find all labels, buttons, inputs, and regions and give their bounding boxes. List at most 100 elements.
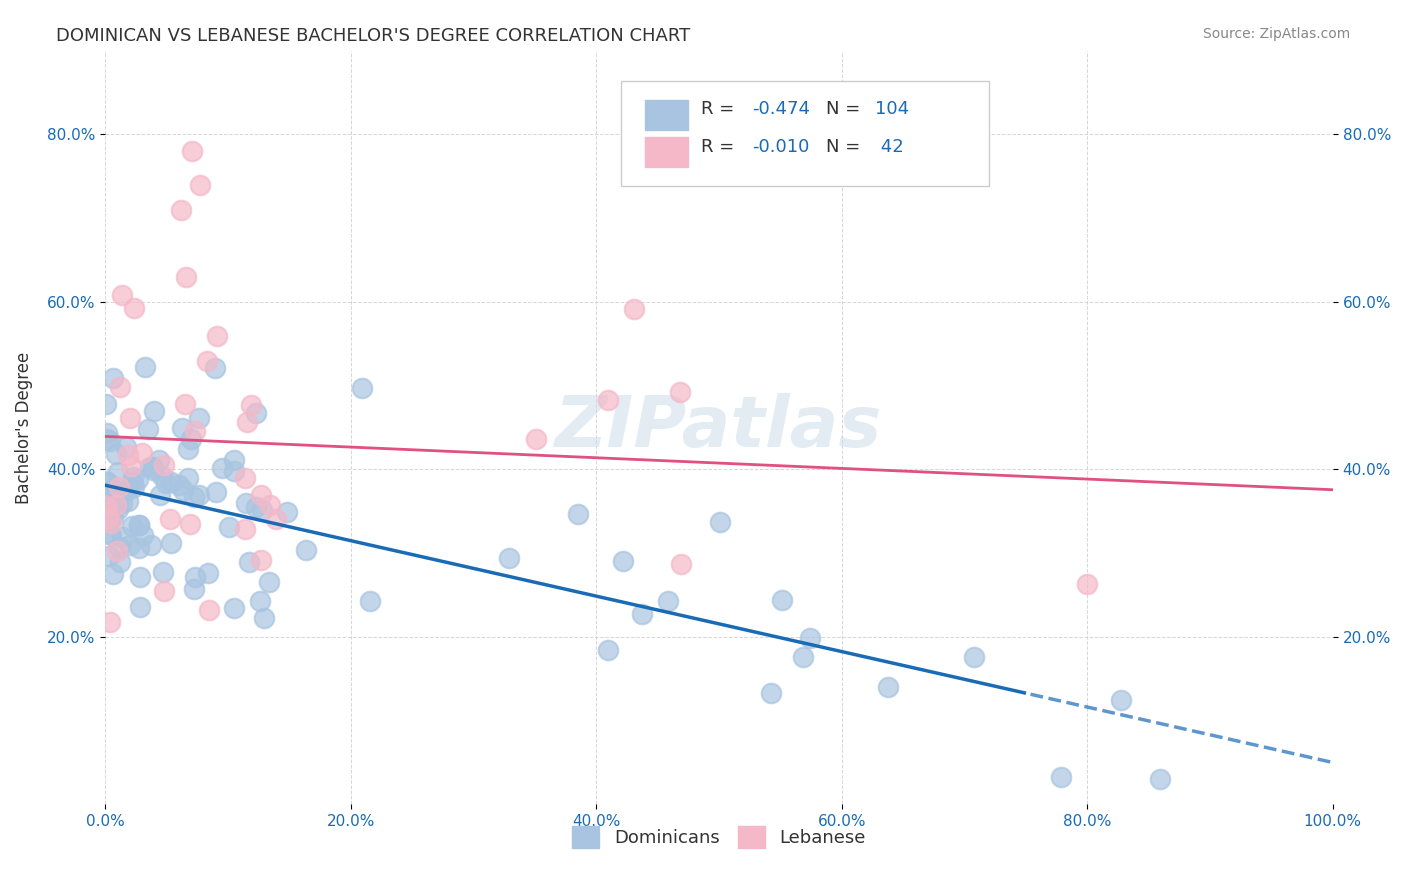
- Point: [122, 480, 145, 494]
- Point: [799, 631, 821, 645]
- Point: [136, 422, 159, 436]
- Point: [233, 522, 256, 536]
- Point: [111, 496, 134, 510]
- Point: [105, 447, 128, 461]
- Point: [1050, 770, 1073, 784]
- Point: [257, 575, 280, 590]
- Point: [498, 551, 520, 566]
- Point: [524, 432, 547, 446]
- Point: [120, 458, 142, 473]
- Point: [177, 442, 200, 457]
- Point: [1076, 577, 1098, 591]
- Text: R =: R =: [700, 138, 740, 156]
- Point: [96, 483, 118, 498]
- Point: [877, 681, 900, 695]
- Point: [174, 397, 197, 411]
- Point: [184, 570, 207, 584]
- Point: [100, 510, 122, 524]
- Point: [107, 465, 129, 479]
- Point: [295, 542, 318, 557]
- Point: [177, 471, 200, 485]
- Point: [100, 516, 122, 531]
- Point: [124, 301, 146, 315]
- Point: [120, 411, 142, 425]
- Point: [170, 202, 193, 217]
- Point: [245, 500, 267, 515]
- Point: [117, 448, 139, 462]
- Point: [204, 360, 226, 375]
- Text: -0.010: -0.010: [752, 138, 810, 156]
- Point: [96, 432, 118, 446]
- Point: [612, 554, 634, 568]
- Text: N =: N =: [825, 101, 866, 119]
- Point: [115, 483, 138, 498]
- Point: [142, 404, 165, 418]
- Point: [207, 329, 229, 343]
- Point: [108, 555, 131, 569]
- Point: [238, 556, 260, 570]
- Point: [180, 144, 202, 158]
- Point: [101, 566, 124, 581]
- Point: [107, 502, 129, 516]
- Point: [179, 517, 201, 532]
- Point: [222, 600, 245, 615]
- Point: [198, 603, 221, 617]
- Point: [631, 607, 654, 621]
- Point: [250, 487, 273, 501]
- Point: [276, 505, 298, 519]
- Point: [98, 434, 121, 448]
- FancyBboxPatch shape: [645, 137, 689, 168]
- Point: [152, 566, 174, 580]
- Point: [245, 406, 267, 420]
- Point: [250, 503, 273, 517]
- Point: [170, 421, 193, 435]
- Point: [149, 488, 172, 502]
- Point: [197, 566, 219, 580]
- Point: [160, 475, 183, 489]
- Text: R =: R =: [700, 101, 740, 119]
- Point: [259, 498, 281, 512]
- Point: [218, 520, 240, 534]
- Point: [188, 178, 211, 192]
- Point: [235, 495, 257, 509]
- Y-axis label: Bachelor's Degree: Bachelor's Degree: [15, 351, 32, 504]
- Point: [121, 470, 143, 484]
- Point: [148, 453, 170, 467]
- Point: [183, 582, 205, 597]
- Point: [96, 474, 118, 488]
- Point: [97, 549, 120, 563]
- Point: [671, 558, 693, 572]
- Point: [195, 353, 218, 368]
- Point: [152, 458, 174, 472]
- Point: [770, 592, 793, 607]
- Point: [188, 410, 211, 425]
- Point: [184, 425, 207, 439]
- Point: [253, 611, 276, 625]
- Point: [598, 643, 620, 657]
- Point: [96, 397, 118, 411]
- Point: [117, 494, 139, 508]
- Point: [240, 398, 263, 412]
- Point: [103, 500, 125, 515]
- Text: N =: N =: [825, 138, 866, 156]
- Point: [1149, 772, 1171, 787]
- Point: [97, 525, 120, 540]
- Point: [160, 536, 183, 550]
- Point: [266, 511, 288, 525]
- Point: [235, 471, 257, 485]
- Text: 104: 104: [875, 101, 910, 119]
- FancyBboxPatch shape: [645, 100, 689, 130]
- Point: [352, 381, 374, 395]
- Point: [100, 505, 122, 519]
- Point: [128, 517, 150, 532]
- Point: [105, 543, 128, 558]
- Point: [167, 477, 190, 491]
- Point: [792, 650, 814, 665]
- Point: [97, 476, 120, 491]
- Point: [669, 384, 692, 399]
- Point: [359, 594, 381, 608]
- Point: [121, 518, 143, 533]
- Point: [211, 461, 233, 475]
- Point: [174, 269, 197, 284]
- Point: [249, 593, 271, 607]
